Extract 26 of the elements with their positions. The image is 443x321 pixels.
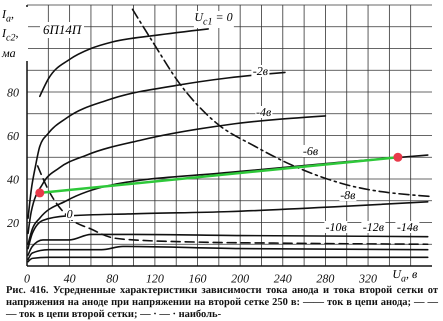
x-tick-label: 200 (231, 272, 250, 286)
annotation: -8в (339, 188, 356, 202)
text: 6П14П (40, 22, 84, 38)
annotation: U$_{c1}$ = 0 (193, 10, 234, 28)
y-tick-label: 80 (7, 85, 19, 100)
annotation: -12в (362, 220, 385, 234)
x-tick-label: 120 (146, 272, 164, 286)
x-tick-label: 240 (274, 272, 292, 286)
x-tick-label: 0 (24, 272, 30, 286)
x-tick-label: 80 (106, 272, 118, 286)
annotation: -10в (324, 220, 348, 234)
y-tick-label: 20 (7, 216, 19, 230)
x-axis-title: U$_{a}$, в (392, 267, 418, 286)
x-tick-label: 320 (358, 272, 378, 286)
x-tick-label: 40 (64, 272, 76, 286)
annotation: 0 (66, 206, 74, 221)
annotation: -2в (252, 64, 270, 78)
y-tick-label: 40 (7, 172, 19, 186)
x-tick-label: 280 (316, 272, 334, 286)
annotation: -6в (302, 144, 320, 158)
annotation: -14в (396, 220, 420, 234)
y-tick-label: 60 (7, 128, 19, 143)
text: Рис. 416. Усредненные характеристики зависимости тока анода и тока второй сетки от напряжения на аноде при напряжении на второй сетке 250 в: —— ток в цепи анода; — — — ток в цепи второй сетки; — · — · наиболь- (6, 285, 438, 321)
x-tick-label: 160 (188, 272, 207, 286)
y-axis-title: I$_{a}$, I$_{c2}$, ма (2, 7, 28, 61)
annotation: -4в (254, 104, 272, 119)
